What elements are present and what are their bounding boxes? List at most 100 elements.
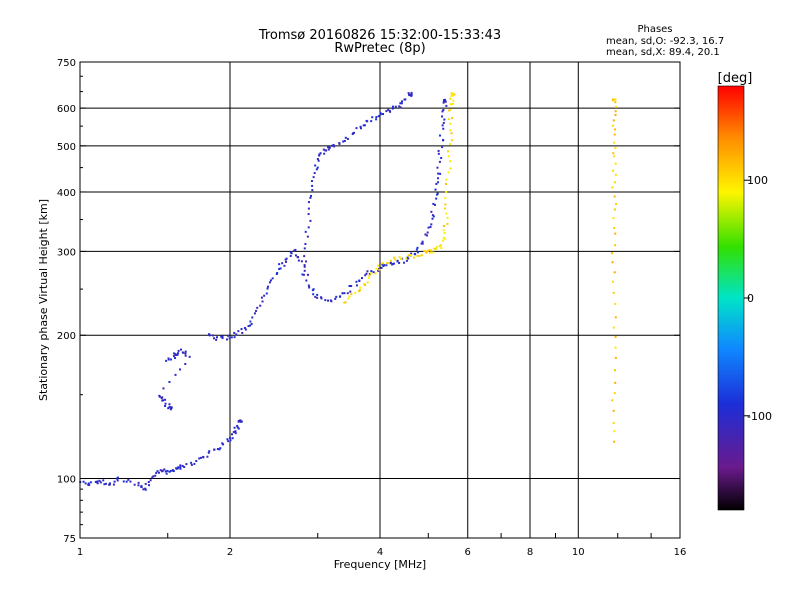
data-point bbox=[379, 113, 382, 116]
data-point bbox=[169, 469, 172, 472]
data-point bbox=[231, 437, 234, 440]
data-point bbox=[613, 271, 616, 274]
x-tick-label: 10 bbox=[572, 547, 585, 558]
data-point bbox=[219, 447, 222, 450]
data-point bbox=[614, 381, 617, 384]
data-point bbox=[168, 470, 171, 473]
data-point bbox=[177, 349, 180, 352]
data-point bbox=[426, 231, 429, 234]
data-point bbox=[447, 171, 450, 174]
colorbar-tick-label: 100 bbox=[747, 174, 768, 187]
data-point bbox=[232, 431, 235, 434]
data-point bbox=[445, 178, 448, 181]
data-point bbox=[614, 110, 617, 113]
data-point bbox=[435, 245, 438, 248]
data-point bbox=[304, 243, 307, 246]
x-tick-label: 4 bbox=[377, 547, 383, 558]
data-point bbox=[244, 328, 247, 331]
data-point bbox=[112, 483, 115, 486]
data-point bbox=[151, 476, 154, 479]
data-point bbox=[179, 368, 182, 371]
data-point bbox=[449, 108, 452, 111]
data-point bbox=[430, 223, 433, 226]
data-point bbox=[613, 430, 616, 433]
data-point bbox=[165, 359, 168, 362]
data-point bbox=[181, 464, 184, 467]
data-point bbox=[144, 488, 147, 491]
data-point bbox=[293, 249, 296, 252]
data-point bbox=[366, 281, 369, 284]
data-point bbox=[612, 217, 615, 220]
data-point bbox=[309, 219, 312, 222]
data-point bbox=[182, 351, 185, 354]
data-point bbox=[129, 480, 132, 483]
data-point bbox=[261, 300, 264, 303]
data-point bbox=[355, 284, 358, 287]
data-point bbox=[437, 172, 440, 175]
data-point bbox=[443, 99, 446, 102]
data-point bbox=[441, 124, 444, 127]
data-point bbox=[362, 124, 365, 127]
data-point bbox=[355, 280, 358, 283]
data-point bbox=[116, 479, 119, 482]
data-point bbox=[614, 105, 617, 108]
data-point bbox=[381, 262, 384, 265]
data-point bbox=[447, 150, 450, 153]
data-point bbox=[611, 399, 614, 402]
data-point bbox=[400, 102, 403, 105]
data-point bbox=[137, 484, 140, 487]
data-point bbox=[190, 461, 193, 464]
data-point bbox=[382, 113, 385, 116]
data-point bbox=[368, 273, 371, 276]
y-tick-label: 500 bbox=[57, 142, 76, 153]
data-point bbox=[446, 222, 449, 225]
data-point bbox=[265, 292, 268, 295]
data-point bbox=[179, 467, 182, 470]
data-point bbox=[250, 322, 253, 325]
data-point bbox=[173, 352, 176, 355]
data-point bbox=[243, 326, 246, 329]
data-point bbox=[163, 468, 166, 471]
data-point bbox=[102, 479, 105, 482]
data-point bbox=[300, 260, 303, 263]
data-point bbox=[125, 480, 128, 483]
data-point bbox=[361, 277, 364, 280]
data-point bbox=[433, 203, 436, 206]
data-point bbox=[612, 422, 615, 425]
data-point bbox=[207, 451, 210, 454]
data-point bbox=[148, 484, 151, 487]
y-tick-label: 750 bbox=[57, 58, 76, 69]
data-point bbox=[416, 246, 419, 249]
data-point bbox=[327, 146, 330, 149]
data-point bbox=[423, 250, 426, 253]
data-point bbox=[312, 176, 315, 179]
data-point bbox=[430, 249, 433, 252]
colorbar-tick-label: -100 bbox=[747, 410, 772, 423]
data-point bbox=[347, 297, 350, 300]
x-tick-label: 16 bbox=[674, 547, 687, 558]
data-point bbox=[275, 273, 278, 276]
data-point bbox=[383, 264, 386, 267]
data-point bbox=[436, 181, 439, 184]
data-point bbox=[389, 259, 392, 262]
data-point bbox=[318, 153, 321, 156]
data-point bbox=[285, 260, 288, 263]
data-point bbox=[247, 325, 250, 328]
data-point bbox=[344, 301, 347, 304]
data-point bbox=[344, 136, 347, 139]
data-point bbox=[613, 227, 616, 230]
x-tick-label: 8 bbox=[527, 547, 533, 558]
data-point bbox=[442, 138, 445, 141]
data-point bbox=[241, 331, 244, 334]
data-point bbox=[240, 328, 243, 331]
data-point bbox=[399, 102, 402, 105]
data-point bbox=[303, 255, 306, 258]
data-point bbox=[377, 264, 380, 267]
data-point bbox=[379, 111, 382, 114]
data-point bbox=[279, 267, 282, 270]
data-point bbox=[427, 249, 430, 252]
data-point bbox=[393, 256, 396, 259]
data-point bbox=[233, 331, 236, 334]
data-point bbox=[613, 208, 616, 211]
data-point bbox=[147, 481, 150, 484]
